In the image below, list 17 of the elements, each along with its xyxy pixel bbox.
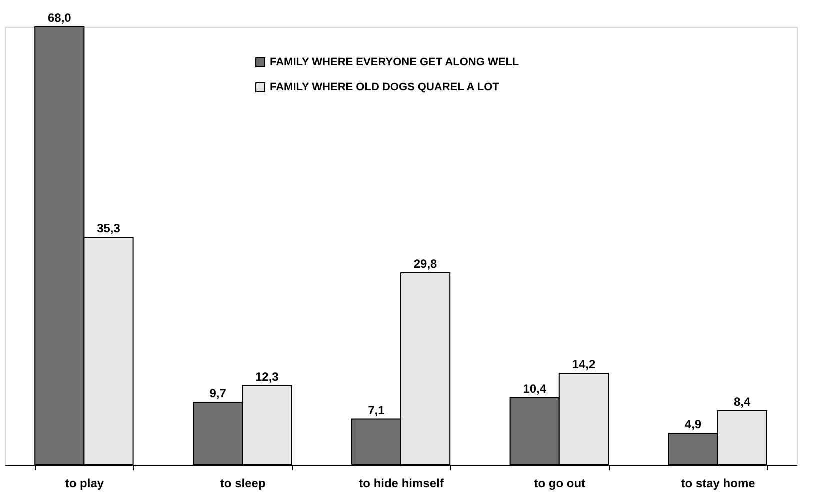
x-tick-label: to play: [65, 476, 104, 490]
data-label: 8,4: [734, 394, 752, 409]
data-label: 29,8: [414, 257, 438, 272]
legend-label: FAMILY WHERE EVERYONE GET ALONG WELL: [270, 56, 520, 68]
x-tick-label: to stay home: [681, 476, 756, 490]
data-label: 12,3: [255, 370, 280, 384]
data-label: 35,3: [97, 222, 121, 236]
x-tick-label: to sleep: [220, 476, 266, 490]
data-label: 10,4: [523, 382, 547, 396]
x-tick-label: to hide himself: [359, 476, 445, 490]
x-tick-label: to go out: [534, 476, 586, 490]
data-label: 7,1: [368, 403, 386, 418]
legend-label: FAMILY WHERE OLD DOGS QUAREL A LOT: [270, 82, 500, 94]
data-label: 68,0: [48, 11, 72, 25]
data-label: 9,7: [210, 386, 227, 401]
data-label: 4,9: [684, 417, 702, 432]
data-label: 14,2: [572, 358, 596, 372]
